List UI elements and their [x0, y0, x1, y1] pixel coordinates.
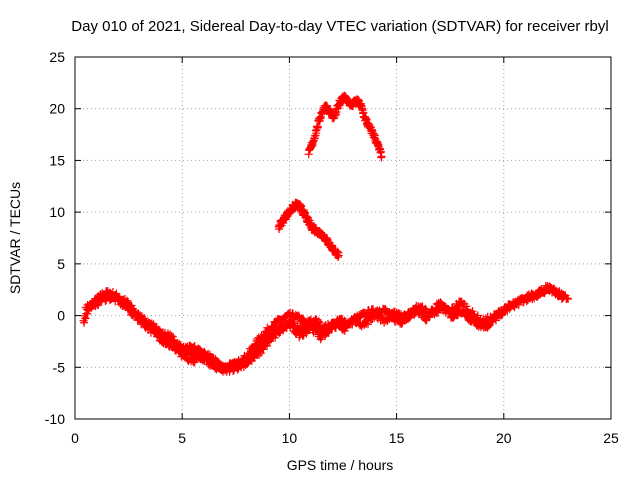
data-point	[122, 300, 131, 309]
series-arc-low-c	[135, 312, 337, 376]
data-point	[129, 308, 138, 317]
grid	[75, 57, 611, 419]
x-tick-label: 0	[71, 430, 79, 446]
chart-title: Day 010 of 2021, Sidereal Day-to-day VTE…	[71, 18, 608, 35]
data-point	[353, 315, 362, 324]
y-tick-label: 20	[49, 101, 65, 117]
data-point	[165, 334, 174, 343]
data-point	[430, 307, 439, 316]
x-tick-label: 15	[389, 430, 405, 446]
data-point	[265, 337, 274, 346]
plot-frame	[74, 56, 612, 420]
y-tick-label: 15	[49, 152, 65, 168]
data-point	[316, 318, 325, 327]
data-point	[195, 345, 204, 354]
data-point	[503, 306, 512, 315]
data-point	[255, 351, 264, 360]
data-point	[87, 304, 96, 313]
x-axis-label: GPS time / hours	[287, 457, 394, 473]
series-arc-high	[304, 91, 386, 162]
data-point	[354, 314, 363, 323]
data-point	[472, 313, 481, 322]
y-axis-label: SDTVAR / TECUs	[7, 182, 23, 294]
data-point	[327, 325, 336, 334]
data-point	[288, 320, 297, 329]
data-point	[96, 297, 105, 306]
ticks: 0 5 10 15 20 25 -10 -5 0 5 10 15 20 25	[45, 49, 619, 446]
data-point	[131, 309, 140, 318]
data-point	[180, 349, 189, 358]
y-tick-label: 10	[49, 204, 65, 220]
data-point	[563, 294, 572, 303]
data-point	[364, 320, 373, 329]
y-tick-label: 0	[57, 308, 65, 324]
data-point	[82, 305, 91, 314]
data-point	[387, 313, 396, 322]
data-point	[169, 340, 178, 349]
data-point	[288, 322, 297, 331]
data-point	[225, 367, 234, 376]
data-point	[334, 251, 343, 260]
data-point	[263, 342, 272, 351]
data-point	[404, 314, 413, 323]
data-point	[377, 152, 386, 161]
data-point	[550, 285, 559, 294]
data-point	[80, 318, 89, 327]
data-point	[417, 303, 426, 312]
data-point	[263, 338, 272, 347]
series-arc-mid	[274, 198, 343, 261]
y-tick-label: 5	[57, 256, 65, 272]
data-point	[375, 310, 384, 319]
x-tick-label: 10	[282, 430, 298, 446]
data-point	[564, 295, 573, 304]
data-point	[385, 314, 394, 323]
x-tick-label: 5	[178, 430, 186, 446]
data-point	[101, 297, 110, 306]
data-point	[163, 333, 172, 342]
data-point	[328, 323, 337, 332]
data-point	[259, 345, 268, 354]
y-tick-label: -5	[53, 359, 66, 375]
data-point	[316, 335, 325, 344]
data-point	[311, 325, 320, 334]
y-tick-label: -10	[45, 411, 65, 427]
data-point	[92, 299, 101, 308]
data-points	[79, 91, 573, 376]
data-point	[473, 311, 482, 320]
data-point	[313, 326, 322, 335]
y-tick-label: 25	[49, 49, 65, 65]
data-point	[533, 292, 542, 301]
data-point	[555, 287, 564, 296]
x-tick-label: 25	[603, 430, 619, 446]
data-point	[174, 347, 183, 356]
data-point	[406, 313, 414, 322]
x-tick-label: 20	[496, 430, 512, 446]
data-point	[496, 311, 505, 320]
